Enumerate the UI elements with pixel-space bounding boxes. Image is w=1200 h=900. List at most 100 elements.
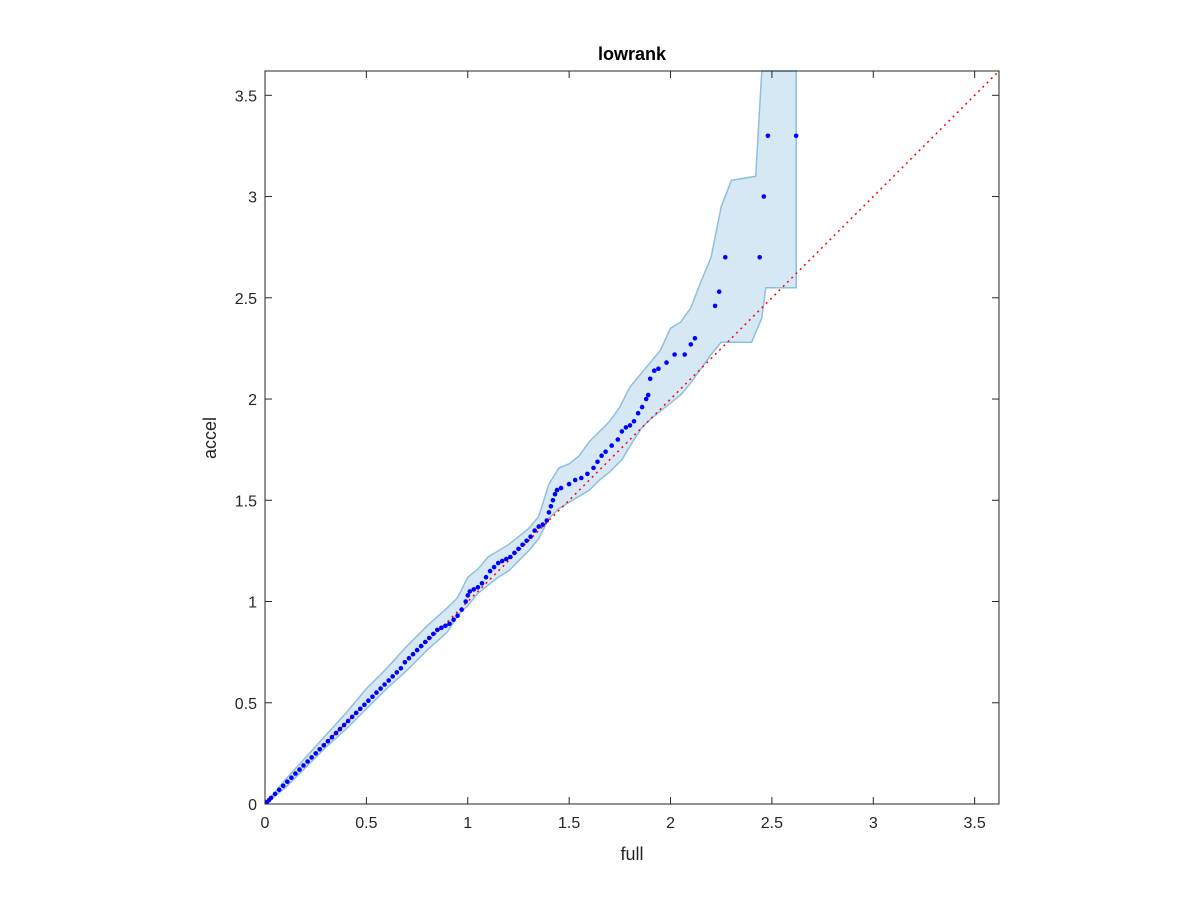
data-point — [398, 666, 404, 671]
data-point — [548, 504, 554, 509]
data-point — [386, 678, 392, 683]
data-point — [599, 453, 604, 459]
data-point — [341, 722, 347, 728]
y-tick-label: 3 — [248, 190, 257, 207]
data-point — [546, 510, 552, 515]
data-point — [688, 342, 694, 347]
data-point — [370, 694, 375, 699]
data-point — [479, 581, 485, 586]
data-point — [362, 702, 367, 708]
data-point — [615, 437, 621, 442]
data-point — [639, 404, 645, 410]
data-point — [418, 643, 424, 649]
data-point — [656, 366, 661, 372]
data-point — [483, 574, 489, 580]
data-point — [524, 538, 529, 544]
data-point — [761, 194, 767, 199]
data-point — [544, 518, 550, 523]
data-point — [309, 755, 314, 760]
data-point — [349, 714, 355, 720]
data-point — [643, 396, 649, 402]
data-point — [499, 558, 505, 564]
data-point — [520, 542, 525, 548]
data-point — [317, 747, 323, 752]
data-point — [765, 133, 771, 139]
data-point — [431, 631, 436, 637]
data-point — [394, 670, 400, 675]
y-tick-label: 1 — [248, 595, 257, 612]
data-point — [512, 550, 517, 556]
data-point — [645, 392, 651, 398]
data-point — [491, 564, 497, 570]
data-point — [595, 459, 600, 465]
axes-box — [264, 70, 1000, 805]
chart-title: lowrank — [598, 44, 667, 64]
data-point — [426, 635, 432, 641]
data-point — [451, 617, 456, 622]
x-tick-label: 0.5 — [355, 815, 377, 832]
data-point — [585, 471, 590, 477]
data-point — [459, 607, 465, 612]
data-point — [508, 554, 513, 560]
data-point — [280, 783, 286, 789]
data-point — [723, 254, 728, 260]
data-point — [603, 449, 608, 455]
data-point — [293, 771, 298, 776]
y-tick-label: 0 — [248, 797, 257, 814]
data-point — [276, 787, 282, 793]
data-point — [382, 682, 387, 687]
data-point — [467, 589, 473, 594]
reference-line-layer — [264, 70, 1000, 805]
data-point — [374, 690, 379, 695]
data-point — [325, 738, 331, 744]
data-point — [504, 556, 509, 562]
x-tick-label: 3 — [869, 815, 878, 832]
data-point — [536, 524, 541, 529]
data-point — [333, 730, 339, 736]
y-tick-label: 2.5 — [235, 291, 257, 308]
data-point — [435, 627, 440, 633]
data-point — [572, 477, 578, 483]
data-point — [554, 487, 560, 493]
data-point — [285, 779, 290, 784]
x-tick-label: 2 — [666, 815, 675, 832]
data-point — [528, 534, 533, 539]
data-point — [345, 718, 351, 724]
data-point — [337, 726, 343, 732]
data-point — [463, 599, 469, 604]
data-point — [682, 352, 687, 357]
data-point — [716, 289, 722, 295]
data-point — [471, 587, 477, 592]
data-point — [757, 254, 762, 260]
data-point — [272, 791, 278, 797]
data-point — [712, 303, 718, 309]
data-point — [439, 625, 444, 631]
y-tick-label: 2 — [248, 392, 257, 409]
data-point — [353, 710, 359, 716]
data-point — [532, 528, 537, 533]
data-point — [635, 410, 641, 416]
x-tick-label: 2.5 — [761, 815, 783, 832]
data-point — [402, 660, 408, 665]
data-point — [550, 498, 556, 503]
data-point — [647, 376, 653, 382]
data-point — [540, 522, 546, 527]
data-point — [475, 585, 481, 590]
ticks-layer: 0 0.5 1 1.5 2 2.5 3 3.5 0 0.5 1 1.5 2 2.5 3 3.5 — [235, 71, 999, 832]
data-point — [297, 767, 302, 772]
x-tick-label: 3.5 — [964, 815, 986, 832]
data-point — [447, 621, 452, 627]
data-point — [301, 763, 306, 768]
data-points-layer — [264, 133, 799, 805]
y-axis-label: accel — [200, 417, 220, 459]
data-point — [390, 674, 396, 679]
data-point — [516, 546, 521, 552]
data-point — [305, 759, 310, 764]
data-point — [495, 560, 501, 566]
data-point — [358, 706, 363, 712]
data-point — [366, 698, 371, 703]
data-point — [672, 352, 677, 357]
x-tick-label: 1 — [463, 815, 472, 832]
reference-line — [264, 70, 1000, 805]
